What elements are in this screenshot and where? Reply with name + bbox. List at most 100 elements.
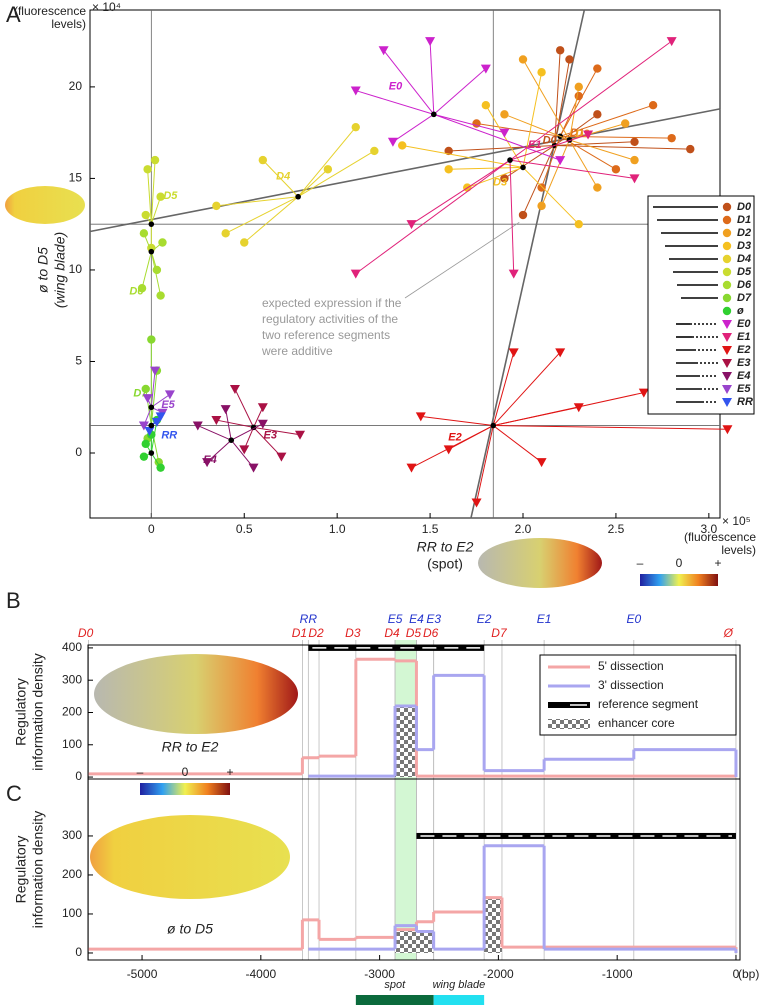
point [156,291,165,300]
enhancer-core [395,929,417,953]
spoke [230,439,254,468]
x-tick-label: -3000 [364,967,395,981]
point [139,229,149,238]
boundary-label: D6 [423,626,439,640]
spoke [492,352,515,426]
y-tick-label: 0 [75,769,82,783]
spoke [504,145,555,179]
legend-marker [722,293,732,303]
legend-label: 5' dissection [598,659,664,673]
legend-marker [722,333,732,342]
x-tick-label: 2.0 [515,522,532,536]
point [638,388,649,398]
point [202,458,213,468]
spoke [493,406,579,427]
reference-segment [308,644,485,651]
x-tick-label: 0 [733,967,740,981]
colorbar-label: 0 [676,556,683,570]
legend-label: D7 [737,292,752,304]
point [406,463,417,473]
point [574,91,583,101]
point [150,155,160,165]
spoke [554,113,598,146]
spoke [150,196,162,225]
legend-marker [722,359,732,368]
spoke [554,50,561,146]
wing-image [94,654,298,734]
spoke [420,415,494,427]
spoke [433,113,505,134]
spoke [569,139,598,188]
wing-image [478,538,602,588]
group-center [507,157,513,163]
point [722,425,733,435]
y-tick-label: 5 [75,354,82,368]
spoke [433,113,561,161]
boundary-label: D2 [308,626,324,640]
y-axis-label: Regulatory [13,836,29,904]
x-tick-label: -2000 [483,967,514,981]
boundary-label: Ø [723,626,734,640]
spoke [225,408,232,441]
wing-image [90,815,290,899]
x-tick-label: 1.0 [329,522,346,536]
group-label: E5 [161,399,175,411]
annotation-leader [404,222,520,299]
point [573,403,584,413]
point [406,220,417,230]
point [398,141,407,150]
spoke [225,196,299,234]
spoke [522,59,570,141]
wing-label: ø to D5 [167,921,213,937]
point [152,265,162,275]
legend-marker [722,306,732,316]
spoke [297,168,329,198]
legend-label: E1 [737,331,750,343]
point [158,238,167,247]
y-axis-label: (wing blade) [52,232,68,308]
point [229,384,240,394]
spoke [560,135,672,139]
x-tick-label: -5000 [127,967,158,981]
point [276,452,287,462]
wing-label: RR to E2 [162,739,219,755]
point [139,452,149,461]
point [164,390,175,400]
x-unit: (bp) [738,967,759,981]
spoke [569,139,635,161]
plot-frame [89,9,721,519]
colorbar-label: + [714,556,721,570]
point [537,201,546,211]
point [370,146,379,156]
point [630,155,639,165]
spoke [448,425,494,450]
spoke [262,159,299,198]
plot-frame [87,778,741,961]
y-axis-label: Regulatory [13,678,29,746]
point [142,394,153,404]
point [555,46,565,55]
x-axis-label: (spot) [427,556,463,572]
point [257,419,268,429]
highlight-band [395,640,417,960]
legend-icon [548,719,590,729]
additivity-line [470,9,586,519]
legend-marker [722,372,732,381]
spoke [448,144,555,152]
point [686,144,695,154]
point [415,412,426,422]
boundary-label: D1 [292,626,307,640]
point [667,133,676,143]
point [500,110,509,119]
spoke [216,196,299,207]
group-label: RR [161,429,177,441]
point [574,219,583,229]
group-label: D4 [276,171,290,183]
group-label: D0 [543,134,558,146]
point [350,269,361,279]
point [593,64,602,73]
group-label: E1 [528,139,541,151]
point [192,421,203,431]
legend-label: RR [737,396,753,408]
y-tick-label: 300 [62,828,82,842]
